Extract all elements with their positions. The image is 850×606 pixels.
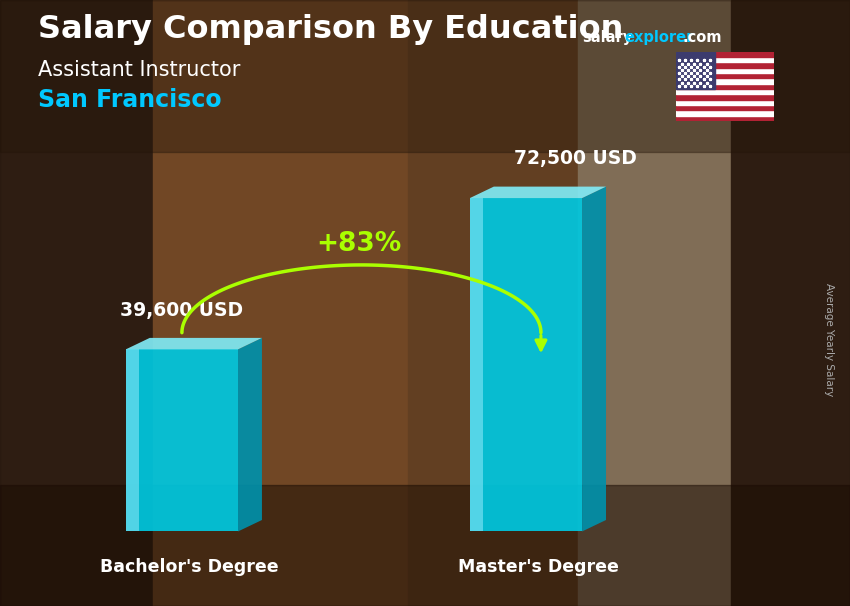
Bar xyxy=(0,0,850,152)
Bar xyxy=(676,95,774,100)
Text: Salary Comparison By Education: Salary Comparison By Education xyxy=(38,15,624,45)
Bar xyxy=(676,52,715,89)
Text: Bachelor's Degree: Bachelor's Degree xyxy=(99,558,279,576)
Bar xyxy=(0,0,153,606)
Polygon shape xyxy=(470,198,582,531)
Bar xyxy=(676,100,774,105)
Bar xyxy=(676,68,774,73)
Bar xyxy=(676,73,774,78)
Polygon shape xyxy=(582,187,606,531)
Bar xyxy=(578,0,731,606)
Bar xyxy=(408,0,578,606)
Bar xyxy=(676,62,774,68)
Bar xyxy=(0,485,850,606)
Polygon shape xyxy=(470,187,606,198)
Text: explorer: explorer xyxy=(625,30,694,45)
Text: 72,500 USD: 72,500 USD xyxy=(514,149,637,168)
Polygon shape xyxy=(126,350,139,531)
Text: salary: salary xyxy=(582,30,632,45)
Polygon shape xyxy=(126,350,238,531)
Text: Average Yearly Salary: Average Yearly Salary xyxy=(824,283,834,396)
Polygon shape xyxy=(126,338,262,350)
Bar xyxy=(676,105,774,110)
Bar xyxy=(676,116,774,121)
Bar xyxy=(676,52,774,57)
Text: San Francisco: San Francisco xyxy=(38,88,222,112)
Text: +83%: +83% xyxy=(316,231,402,257)
Text: 39,600 USD: 39,600 USD xyxy=(121,301,243,319)
Bar xyxy=(676,78,774,84)
Text: .com: .com xyxy=(683,30,722,45)
Bar xyxy=(153,0,408,606)
Text: Assistant Instructor: Assistant Instructor xyxy=(38,60,241,80)
Bar xyxy=(676,84,774,89)
Bar xyxy=(676,110,774,116)
Bar xyxy=(676,89,774,95)
Polygon shape xyxy=(238,338,262,531)
Polygon shape xyxy=(470,198,484,531)
Text: Master's Degree: Master's Degree xyxy=(457,558,619,576)
Bar xyxy=(676,57,774,62)
Bar xyxy=(731,0,850,606)
